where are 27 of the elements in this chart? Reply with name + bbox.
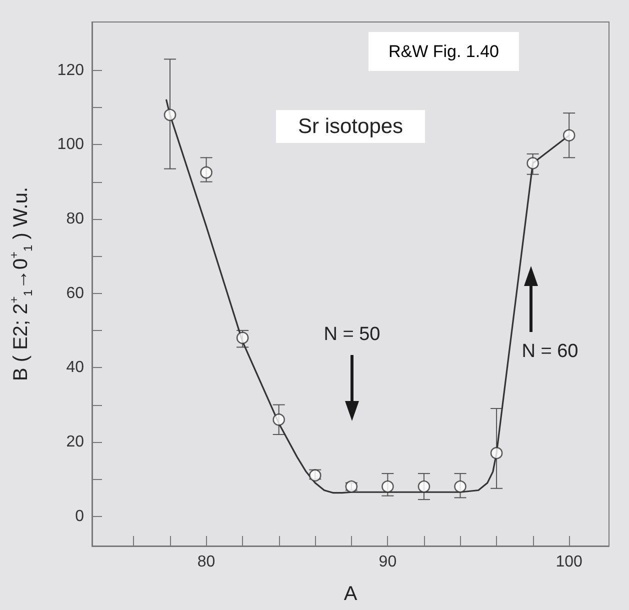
point	[164, 108, 176, 122]
point	[454, 480, 466, 493]
point	[418, 480, 430, 493]
x-tick-label: 80	[197, 554, 216, 570]
annotation: N = 60	[522, 341, 578, 363]
text: Sr isotopes	[298, 115, 404, 138]
point	[526, 157, 539, 170]
y-tick-label: 40	[66, 359, 84, 376]
annotation: R&W Fig. 1.40	[388, 42, 500, 61]
point	[382, 480, 394, 493]
point	[236, 332, 249, 344]
annotation: N = 50	[324, 324, 380, 346]
x-axis-title: A	[344, 583, 358, 605]
point	[490, 446, 503, 460]
y-tick-label: 20	[66, 433, 84, 450]
point	[562, 129, 576, 142]
y-tick-label: 120	[57, 62, 84, 79]
y-tick-label: 80	[66, 210, 84, 228]
point	[272, 414, 285, 426]
point	[200, 166, 212, 179]
x-tick-label: 100	[556, 554, 583, 570]
y-tick-label: 60	[66, 284, 84, 302]
y-tick-label: 0	[75, 508, 84, 525]
y-tick-label: 100	[57, 136, 84, 154]
y-axis-title: B ( E2; 2+1→0+1 ) W.u.	[7, 186, 35, 382]
point	[345, 480, 358, 493]
x-tick-label: 90	[378, 554, 397, 570]
